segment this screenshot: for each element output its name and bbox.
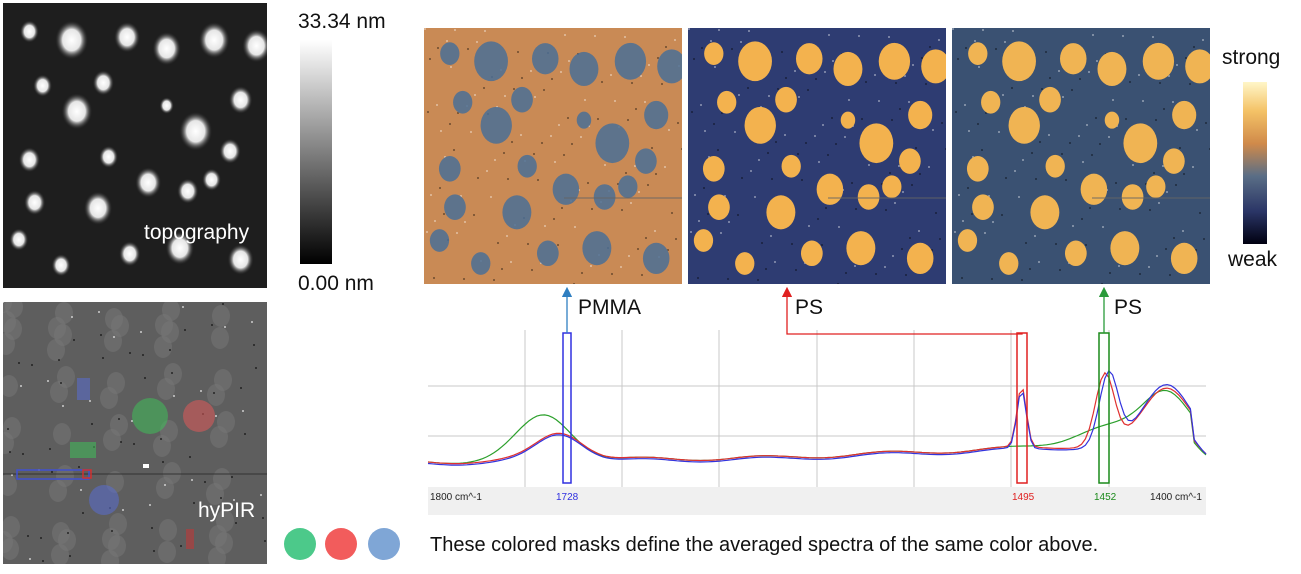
pmma-map	[424, 28, 682, 284]
marker-label-1495: 1495	[1012, 492, 1035, 503]
intensity-weak-label: weak	[1228, 248, 1278, 271]
marker-label-1728: 1728	[556, 492, 579, 503]
height-colorbar	[300, 40, 332, 264]
mask-caption: These colored masks define the averaged …	[430, 534, 1099, 556]
ps-map-1495-domains	[688, 28, 946, 284]
hypir-label: hyPIR	[198, 499, 256, 522]
x-axis-right-label: 1400 cm^-1	[1150, 492, 1202, 503]
mask-red-circle	[325, 528, 357, 560]
topography-blobs	[9, 20, 267, 277]
topography-image: topography	[3, 3, 267, 288]
pmma-map-domains	[424, 28, 682, 284]
mask-blue-circle	[368, 528, 400, 560]
hypir-blobs	[3, 302, 267, 564]
spectrum-axis-band	[428, 487, 1206, 515]
spectrum-red	[427, 371, 1207, 465]
spectrum-blue	[427, 369, 1207, 466]
ps-map-1452	[952, 28, 1210, 284]
pmma-label: PMMA	[578, 296, 641, 319]
height-min-label: 0.00 nm	[298, 272, 374, 295]
height-max-label: 33.34 nm	[298, 10, 386, 33]
topography-label: topography	[144, 221, 250, 244]
hypir-image: hyPIR	[3, 302, 267, 564]
marker-label-1452: 1452	[1094, 492, 1117, 503]
ps-label-2: PS	[1114, 296, 1143, 319]
x-axis-left-label: 1800 cm^-1	[430, 492, 482, 503]
ps-map-1495	[688, 28, 946, 284]
intensity-colorbar	[1243, 82, 1267, 244]
intensity-strong-label: strong	[1222, 46, 1281, 69]
ps-map-1452-domains	[952, 28, 1210, 284]
arrow-ps-1495	[781, 286, 1023, 335]
ps-label-1: PS	[795, 296, 824, 319]
mask-green-circle	[284, 528, 316, 560]
